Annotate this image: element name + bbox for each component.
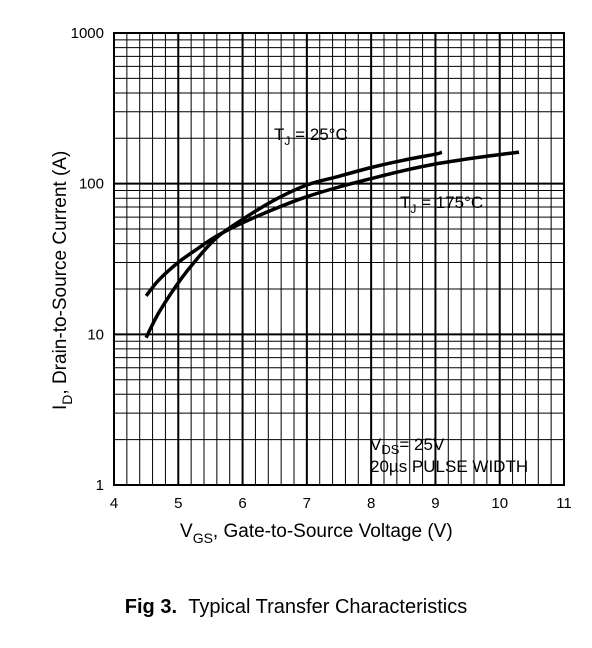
y-tick-label: 1000 [71,25,104,42]
plot-frame [113,32,565,486]
series-label-25c: TJ = 25°C [274,125,348,148]
x-axis-label: VGS, Gate-to-Source Voltage (V) [180,521,453,546]
x-tick-label: 6 [238,495,246,512]
series-line-25c [144,150,443,339]
figure-title: Typical Transfer Characteristics [188,596,468,618]
y-axis-label: ID, Drain-to-Source Current (A) [50,151,75,410]
x-tick-labels: 4 5 6 7 8 9 10 11 [110,495,572,512]
x-tick-label: 10 [491,495,508,512]
x-tick-label: 7 [303,495,311,512]
transfer-characteristics-chart: 1 10 100 1000 4 5 6 7 8 9 10 11 TJ = 25°C TJ = 175… [50,25,572,546]
y-tick-labels: 1 10 100 1000 [71,25,104,494]
series-layer [144,150,520,339]
x-tick-label: 4 [110,495,118,512]
annotation-vds: VDS= 25V [370,435,445,457]
y-tick-label: 100 [79,176,104,193]
x-tick-label: 8 [367,495,375,512]
y-tick-label: 1 [96,477,104,494]
figure-number: Fig 3. [124,596,178,618]
x-tick-label: 5 [174,495,182,512]
x-tick-label: 11 [556,495,572,512]
minor-grid [114,33,564,485]
figure-caption: Fig 3. Typical Transfer Characteristics [0,596,592,619]
annotation-pulse-width: 20µs PULSE WIDTH [370,457,528,476]
y-tick-label: 10 [87,326,104,343]
series-label-175c: TJ = 175°C [400,193,483,216]
x-tick-label: 9 [431,495,439,512]
major-grid [114,33,564,485]
series-line-175c [144,150,520,298]
